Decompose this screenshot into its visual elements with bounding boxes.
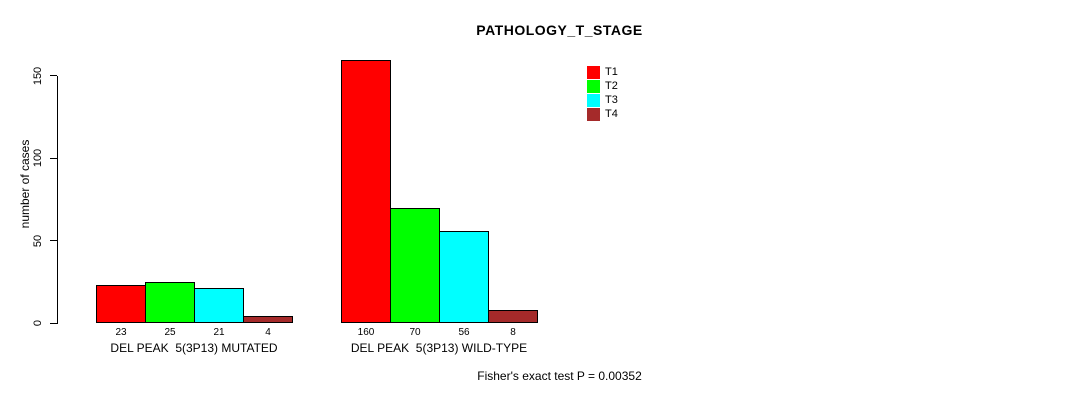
legend-swatch-icon <box>587 107 600 121</box>
bar-value-label: 4 <box>265 327 271 338</box>
bar-T3 <box>439 231 489 323</box>
y-axis-tick <box>50 75 57 77</box>
bar-value-label: 56 <box>458 327 470 338</box>
bar-T2 <box>145 282 195 323</box>
legend-label: T2 <box>605 80 618 92</box>
legend: T1 T2 T3 T4 <box>587 65 618 121</box>
category-label: DEL PEAK 5(3P13) MUTATED <box>110 341 278 355</box>
bar-value-label: 70 <box>409 327 421 338</box>
bar-value-label: 25 <box>164 327 176 338</box>
y-axis-title: number of cases <box>18 139 32 229</box>
y-axis-line <box>57 75 58 324</box>
legend-item-T1: T1 <box>587 65 618 79</box>
y-tick-label: 150 <box>32 66 44 86</box>
annotation-fisher-test: Fisher's exact test P = 0.00352 <box>477 369 642 383</box>
legend-item-T2: T2 <box>587 79 618 93</box>
y-tick-label: 100 <box>32 149 44 168</box>
bar-T1 <box>96 285 146 323</box>
bar-T2 <box>390 208 440 323</box>
bar-value-label: 8 <box>510 327 516 338</box>
legend-item-T4: T4 <box>587 107 618 121</box>
y-axis-tick <box>50 322 57 324</box>
legend-swatch-icon <box>587 79 600 93</box>
legend-label: T4 <box>605 108 618 120</box>
y-tick-label: 0 <box>32 319 44 327</box>
chart-title: PATHOLOGY_T_STAGE <box>476 22 643 38</box>
bar-value-label: 23 <box>115 327 127 338</box>
y-axis-tick <box>50 240 57 242</box>
y-tick-label: 50 <box>32 234 44 247</box>
legend-item-T3: T3 <box>587 93 618 107</box>
bar-value-label: 160 <box>357 327 375 338</box>
legend-swatch-icon <box>587 93 600 107</box>
bar-T1 <box>341 60 391 323</box>
category-label: DEL PEAK 5(3P13) WILD-TYPE <box>350 341 528 355</box>
legend-swatch-icon <box>587 65 600 79</box>
bar-T3 <box>194 288 244 323</box>
bar-value-label: 21 <box>213 327 225 338</box>
y-axis-tick <box>50 157 57 159</box>
legend-label: T1 <box>605 66 618 78</box>
legend-label: T3 <box>605 94 618 106</box>
bar-T4 <box>243 316 293 323</box>
bar-T4 <box>488 310 538 323</box>
